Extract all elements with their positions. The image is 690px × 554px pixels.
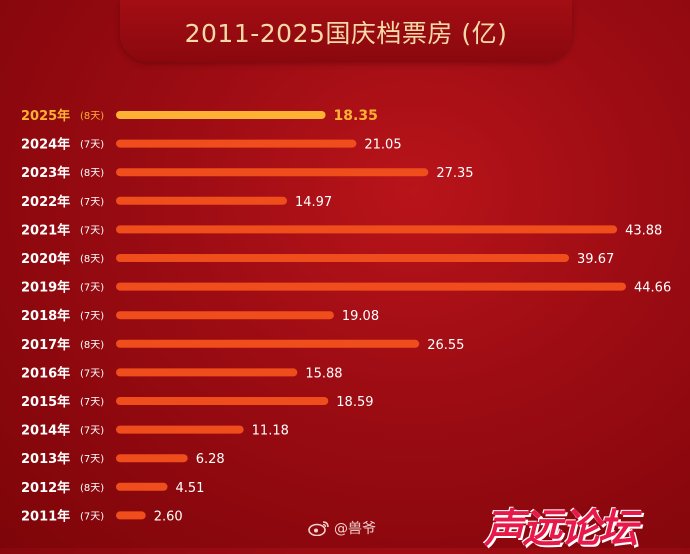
chart-title: 2011-2025国庆档票房 (亿) <box>184 19 508 48</box>
bar <box>116 311 334 320</box>
value-label: 14.97 <box>295 195 332 210</box>
bar <box>116 397 329 405</box>
category-label: 2011年 <box>21 508 70 524</box>
bar <box>116 425 244 434</box>
category-label: 2023年 <box>21 165 70 181</box>
value-label: 11.18 <box>252 424 289 439</box>
days-label: (8天) <box>80 111 104 122</box>
category-label: 2021年 <box>21 222 70 238</box>
category-label: 2015年 <box>21 394 70 410</box>
days-label: (8天) <box>80 254 104 265</box>
category-label: 2012年 <box>21 480 70 496</box>
days-label: (7天) <box>80 397 104 408</box>
weibo-icon <box>308 521 329 536</box>
category-label: 2022年 <box>21 194 70 210</box>
category-label: 2013年 <box>21 451 70 467</box>
value-label: 2.60 <box>154 509 183 524</box>
site-logo: 声远论坛 <box>484 506 638 552</box>
bar <box>116 511 146 520</box>
days-label: (8天) <box>80 483 104 494</box>
bar <box>116 225 618 234</box>
days-label: (7天) <box>80 197 104 208</box>
days-label: (7天) <box>80 454 104 465</box>
bar <box>116 482 168 491</box>
value-label: 15.88 <box>305 366 342 381</box>
days-label: (7天) <box>80 140 104 151</box>
value-label: 44.66 <box>634 281 671 296</box>
category-label: 2025年 <box>21 108 70 124</box>
bar <box>116 368 298 377</box>
category-label: 2017年 <box>21 337 70 353</box>
value-label: 18.35 <box>334 108 378 124</box>
value-label: 6.28 <box>196 452 225 467</box>
bar <box>116 196 287 205</box>
watermark: @兽爷 <box>308 518 376 538</box>
value-label: 21.05 <box>364 138 401 153</box>
category-label: 2024年 <box>21 137 70 153</box>
days-label: (7天) <box>80 368 104 379</box>
bar <box>116 111 326 119</box>
bar <box>116 254 570 262</box>
bar <box>116 454 188 463</box>
bar <box>116 339 420 348</box>
value-label: 26.55 <box>427 338 464 353</box>
bar <box>116 139 357 148</box>
value-label: 19.08 <box>342 309 379 324</box>
watermark-text: @兽爷 <box>334 521 376 537</box>
value-label: 4.51 <box>176 481 205 496</box>
days-label: (7天) <box>80 426 104 437</box>
category-label: 2019年 <box>21 280 70 296</box>
days-label: (8天) <box>80 168 104 179</box>
days-label: (8天) <box>80 340 104 351</box>
bar <box>116 282 626 291</box>
value-label: 43.88 <box>625 223 662 238</box>
category-label: 2020年 <box>21 251 70 267</box>
value-label: 27.35 <box>436 166 473 181</box>
days-label: (7天) <box>80 225 104 236</box>
bar <box>116 168 429 177</box>
days-label: (7天) <box>80 283 104 294</box>
value-label: 18.59 <box>336 395 373 410</box>
category-label: 2016年 <box>21 365 70 381</box>
category-label: 2014年 <box>21 423 70 439</box>
value-label: 39.67 <box>577 252 614 267</box>
category-label: 2018年 <box>21 308 70 324</box>
title-banner: 2011-2025国庆档票房 (亿) <box>120 0 572 62</box>
days-label: (7天) <box>80 511 104 522</box>
days-label: (7天) <box>80 311 104 322</box>
